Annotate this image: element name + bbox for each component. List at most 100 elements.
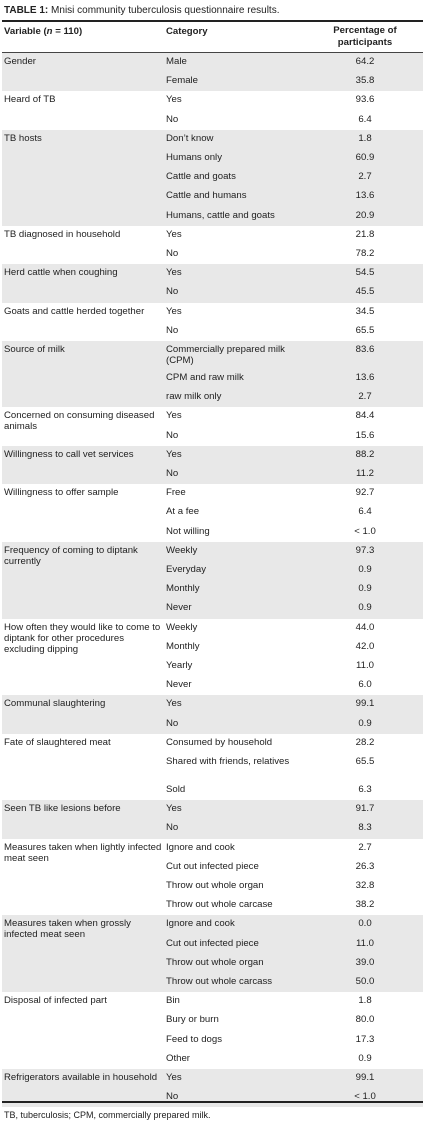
percentage-cell: 88.2 [355,448,375,460]
category-cell: Female [166,75,198,87]
percentage-cell: 6.4 [358,506,372,518]
variable-label: Fate of slaughtered meat [4,736,111,748]
percentage-cell: 26.3 [355,860,375,872]
percentage-cell: 50.0 [355,975,375,987]
variable-group: Disposal of infected part Bin 1.8 Bury or b… [2,992,423,1069]
percentage-cell: 0.9 [358,1052,372,1064]
category-cell: Monthly [166,640,200,652]
header-percentage: Percentage of participants [310,25,420,55]
category-cell: Ignore and cook [166,841,235,853]
category-cell: Weekly [166,544,198,556]
percentage-cell: 13.6 [355,372,375,383]
variable-group: Measures taken when lightly infected mea… [2,839,423,916]
category-cell: Throw out whole organ [166,879,264,891]
variable-label: Concerned on consuming diseased animals [4,410,155,433]
variable-label: Seen TB like lesions before [4,803,121,815]
table-caption: TABLE 1: Mnisi community tuberculosis qu… [4,5,279,16]
category-cell: Never [166,602,192,614]
percentage-cell: 0.9 [358,583,372,595]
category-cell: Throw out whole carcass [166,975,273,987]
percentage-cell: 1.8 [358,132,372,144]
variable-label: TB diagnosed in household [4,228,121,240]
percentage-cell: 44.0 [355,621,375,633]
percentage-cell: 2.7 [358,171,372,183]
variable-label: Disposal of infected part [4,995,107,1007]
percentage-cell: 84.4 [355,410,375,422]
percentage-cell: 92.7 [355,487,375,499]
variable-group: Communal slaughtering Yes 99.1 No 0.9 [2,695,423,734]
category-cell: Free [166,487,186,499]
percentage-cell: 11.2 [356,467,374,479]
category-cell: Feed to dogs [166,1033,223,1045]
category-cell: No [166,822,179,834]
category-cell: Throw out whole organ [166,956,264,968]
variable-label: Source of milk [4,344,65,355]
category-cell: Other [166,1052,190,1064]
percentage-cell: 78.2 [355,247,375,259]
percentage-cell: 35.8 [355,75,375,87]
variable-label: Gender [4,56,36,67]
percentage-cell: 0.9 [358,602,372,614]
category-cell: Yes [166,698,182,710]
percentage-cell: 6.3 [358,783,372,795]
variable-group: Concerned on consuming diseased animals Y… [2,407,423,445]
variable-group: Willingness to call vet services Yes 88.2 N… [2,445,423,485]
percentage-cell: 1.8 [358,995,372,1007]
percentage-cell: 11.0 [356,659,374,671]
category-cell: Humans, cattle and goats [166,209,275,221]
percentage-cell: 2.7 [358,841,372,853]
percentage-cell: 2.7 [358,391,372,403]
variable-group: TB hosts Don’t know 1.8 Humans only 60.9 Catt… [2,129,423,226]
category-cell: Yes [166,410,182,422]
category-cell: Yes [166,267,182,279]
category-cell: Bury or burn [166,1014,219,1026]
percentage-cell: 99.1 [355,698,375,710]
variable-group: Seen TB like lesions before Yes 91.7 No 8.3 [2,800,423,839]
category-cell: CPM and raw milk [166,372,244,383]
category-cell: At a fee [166,506,200,518]
variable-group: Frequency of coming to diptank currently… [2,541,423,619]
percentage-cell: 65.5 [355,755,375,767]
header-rule [2,52,423,53]
category-cell: Shared with friends, relatives [166,755,290,767]
variable-group: How often they would like to come to dip… [2,619,423,696]
percentage-cell: 17.3 [355,1033,375,1045]
percentage-cell: 0.0 [358,918,372,930]
header-percentage-line2: participants [337,37,393,48]
percentage-cell: 54.5 [355,267,375,279]
caption-label: TABLE 1: [4,5,49,16]
caption-text: Mnisi community tuberculosis questionnai… [51,5,280,16]
variable-group: Measures taken when grossly infected mea… [2,915,423,993]
category-cell: Yes [166,1072,182,1083]
variable-label: Goats and cattle herded together [4,305,145,317]
category-cell: Yes [166,305,182,317]
category-cell: Not willing [166,525,210,537]
category-cell: Cut out infected piece [166,860,259,872]
category-cell: Ignore and cook [166,918,235,930]
category-cell: No [166,717,179,729]
header-variable-prefix: Variable ( [4,26,47,37]
variable-group: Herd cattle when coughing Yes 54.5 No 45.5 [2,264,423,303]
variable-label: Measures taken when grossly infected mea… [4,918,131,941]
category-cell: Don’t know [166,132,214,144]
percentage-cell: 28.2 [355,736,375,748]
header-variable: Variable (n = 110) [4,26,82,56]
percentage-cell: 0.9 [358,563,372,575]
variable-label: Willingness to call vet services [4,448,134,460]
category-cell: Weekly [166,621,198,633]
variable-label: Refrigerators available in household [4,1072,158,1083]
percentage-cell: 6.0 [358,679,372,691]
percentage-cell: < 1.0 [354,525,376,537]
category-cell: Yes [166,228,182,240]
variable-label: Communal slaughtering [4,698,106,710]
category-cell: No [166,1091,179,1103]
table-footnote: TB, tuberculosis; CPM, commercially prep… [4,1110,211,1120]
variable-group: Refrigerators available in household Yes 9… [2,1069,423,1108]
category-cell: No [166,247,179,259]
percentage-cell: 0.9 [358,717,372,729]
variable-group: Gender Male 64.2 Female 35.8 [2,53,423,92]
variable-group: Goats and cattle herded together Yes 34.5 N… [2,303,423,341]
percentage-cell: 11.0 [356,937,374,949]
category-cell: Yes [166,803,182,815]
category-cell: Yes [166,94,182,106]
